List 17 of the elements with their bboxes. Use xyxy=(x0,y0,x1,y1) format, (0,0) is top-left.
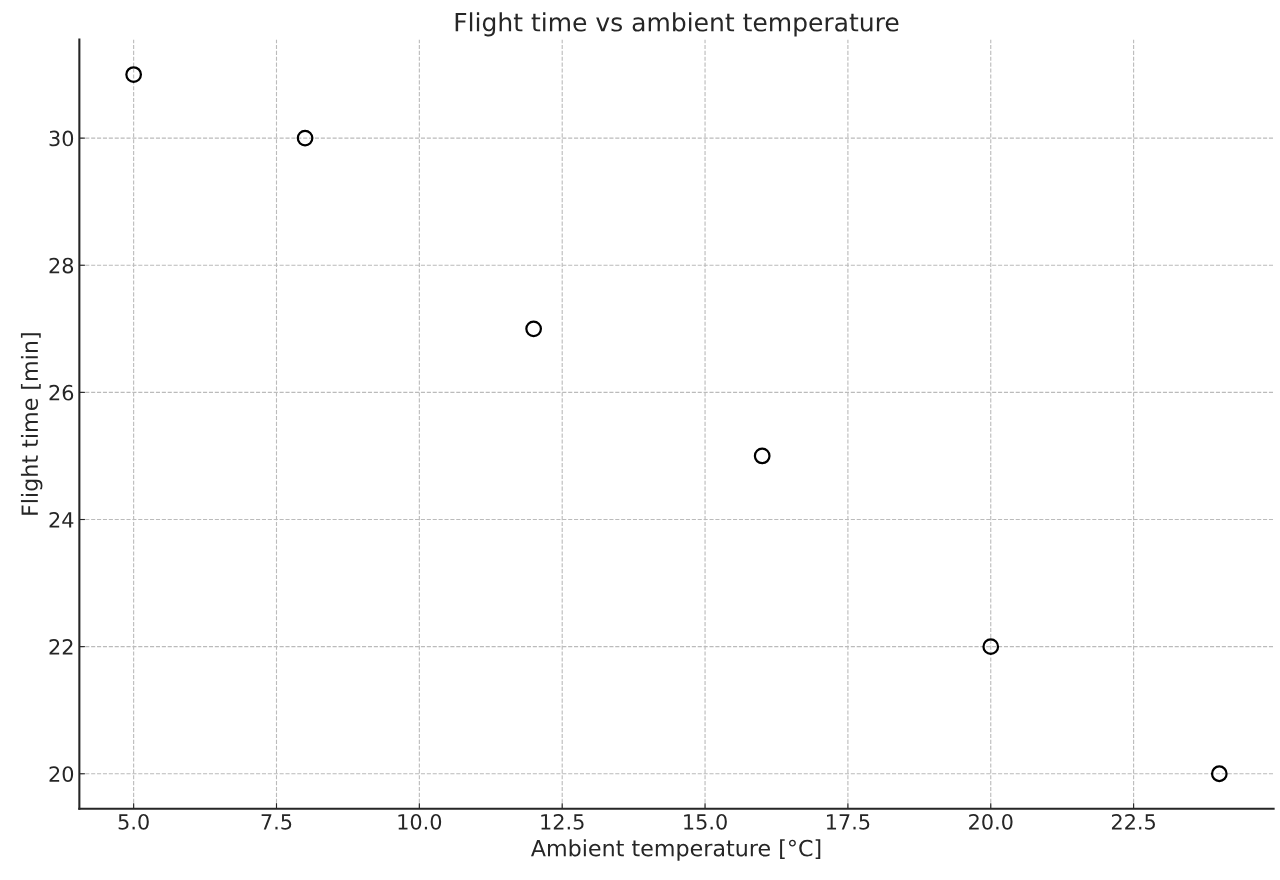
y-tick-label: 26 xyxy=(49,384,74,401)
y-tick-label: 22 xyxy=(49,639,73,655)
y-axis-title: Flight time [min] xyxy=(20,333,43,515)
x-tick-label: 17.5 xyxy=(827,814,870,830)
y-tick-label: 30 xyxy=(49,130,74,147)
x-axis-title: Ambient temperature [°C] xyxy=(530,839,821,861)
y-tick-label: 28 xyxy=(49,257,74,274)
x-tick-label: 22.5 xyxy=(1111,813,1155,830)
x-tick-label: 10.0 xyxy=(398,813,442,830)
y-tick-label: 24 xyxy=(49,511,74,528)
x-tick-label: 5.0 xyxy=(118,813,149,830)
chart-title: Flight time vs ambient temperature xyxy=(455,12,899,37)
x-tick-label: 20.0 xyxy=(969,813,1013,830)
y-tick-label: 20 xyxy=(49,766,74,782)
x-tick-label: 15.0 xyxy=(684,813,727,830)
x-tick-label: 7.5 xyxy=(261,814,292,830)
x-tick-label: 12.5 xyxy=(541,813,584,830)
